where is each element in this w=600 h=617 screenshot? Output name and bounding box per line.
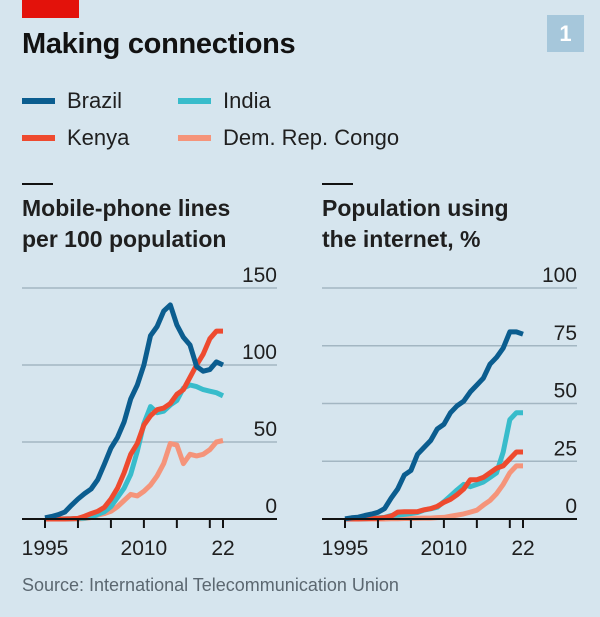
legend-label: Kenya [67,125,130,150]
panel-title-mobile: Mobile-phone lines per 100 population [22,193,230,255]
mobile-lines-chart: 0 50 100 150 1995 2010 22 [22,264,277,560]
x-tick-label: 2010 [121,537,168,560]
y-tick-label: 50 [254,418,277,441]
legend-swatch-brazil [22,98,55,104]
chart-title: Making connections [22,28,296,60]
panel-rule-left [22,183,53,185]
x-tick-label: 2010 [421,537,468,560]
legend-item-drc: Dem. Rep. Congo [178,125,399,151]
y-tick-label: 25 [554,437,577,460]
legend-item-india: India [178,88,271,114]
legend-item-brazil: Brazil [22,88,122,114]
source-note: Source: International Telecommunication … [22,575,399,595]
chart-number-badge: 1 [547,15,584,52]
panel-title-line: per 100 population [22,226,227,252]
series-line-kenya [345,449,523,522]
x-tick-label: 22 [211,537,234,560]
series-line-brazil [344,329,524,522]
internet-use-chart: 0 25 50 75 100 1995 2010 22 [322,264,577,560]
y-tick-label: 75 [554,322,577,345]
panel-rule-right [322,183,353,185]
panel-title-line: Mobile-phone lines [22,195,231,221]
legend-label: Dem. Rep. Congo [223,125,400,150]
x-tick-label: 1995 [322,537,369,560]
legend-swatch-drc [178,135,211,141]
panel-title-line: Population using [322,195,509,221]
x-tick-label: 22 [511,537,534,560]
legend-label: Brazil [67,88,123,113]
legend-swatch-india [178,98,211,104]
panel-title-line: the internet, % [322,226,481,252]
y-tick-label: 50 [554,380,577,403]
legend-item-kenya: Kenya [22,125,129,151]
legend-swatch-kenya [22,135,55,141]
brand-red-bar [22,0,79,18]
series-line-brazil [44,302,225,521]
y-tick-label: 100 [242,341,277,364]
y-tick-label: 100 [542,264,577,287]
legend-label: India [223,88,271,113]
x-tick-label: 1995 [22,537,69,560]
y-tick-label: 0 [265,495,277,518]
y-tick-label: 150 [242,264,277,287]
panel-title-internet: Population using the internet, % [322,193,509,255]
y-tick-label: 0 [565,495,577,518]
